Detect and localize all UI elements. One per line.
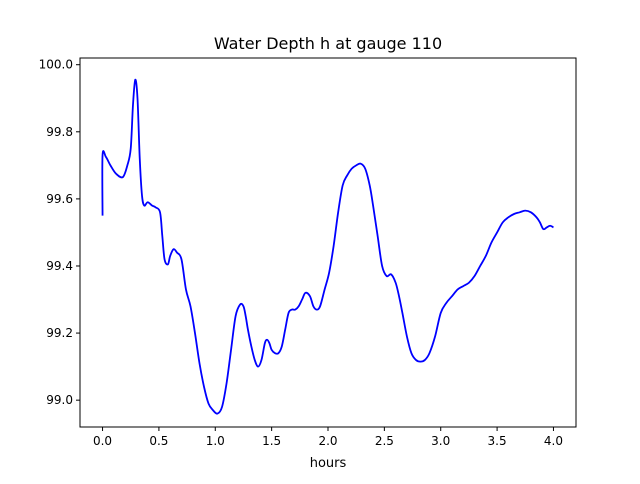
x-tick-label: 1.0 <box>206 434 225 448</box>
x-tick-label: 0.5 <box>149 434 168 448</box>
x-axis-label: hours <box>310 456 347 471</box>
series-line <box>101 78 554 415</box>
x-tick-label: 2.0 <box>318 434 337 448</box>
x-tick-label: 0.0 <box>93 434 112 448</box>
y-tick-label: 99.2 <box>46 326 73 340</box>
y-axis: 99.0 99.2 99.4 99.6 99.8 100.0 <box>39 58 80 407</box>
x-axis: 0.0 0.5 1.0 1.5 2.0 2.5 3.0 3.5 4.0 <box>93 427 563 448</box>
x-tick-label: 1.5 <box>262 434 281 448</box>
x-tick-label: 4.0 <box>544 434 563 448</box>
y-tick-label: 99.0 <box>46 393 73 407</box>
chart-title: Water Depth h at gauge 110 <box>214 34 442 53</box>
x-tick-label: 2.5 <box>375 434 394 448</box>
y-tick-label: 99.4 <box>46 259 73 273</box>
y-tick-label: 100.0 <box>39 58 73 72</box>
plot-area <box>79 57 577 428</box>
x-tick-label: 3.0 <box>431 434 450 448</box>
y-tick-label: 99.8 <box>46 125 73 139</box>
series-layer <box>101 78 554 415</box>
x-tick-label: 3.5 <box>488 434 507 448</box>
y-tick-label: 99.6 <box>46 192 73 206</box>
plot-frame <box>79 57 577 428</box>
